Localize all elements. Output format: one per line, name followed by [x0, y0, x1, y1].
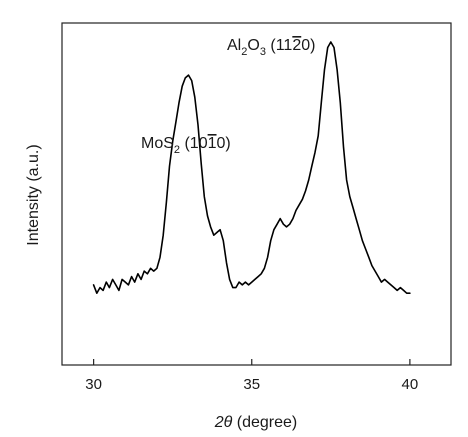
plot-frame — [61, 22, 452, 366]
y-axis-label: Intensity (a.u.) — [25, 144, 42, 245]
x-axis-label: 2θ (degree) — [214, 414, 298, 431]
x-tick-label-30: 30 — [85, 376, 102, 393]
intensity-curve — [92, 41, 411, 294]
x-axis: 30 35 40 — [85, 359, 418, 393]
x-tick-label-35: 35 — [243, 376, 260, 393]
x-tick-label-40: 40 — [402, 376, 419, 393]
annotation-mos2: MoS2 (1010) — [141, 135, 231, 156]
annotation-al2o3: Al2O3 (1120) — [227, 37, 315, 58]
